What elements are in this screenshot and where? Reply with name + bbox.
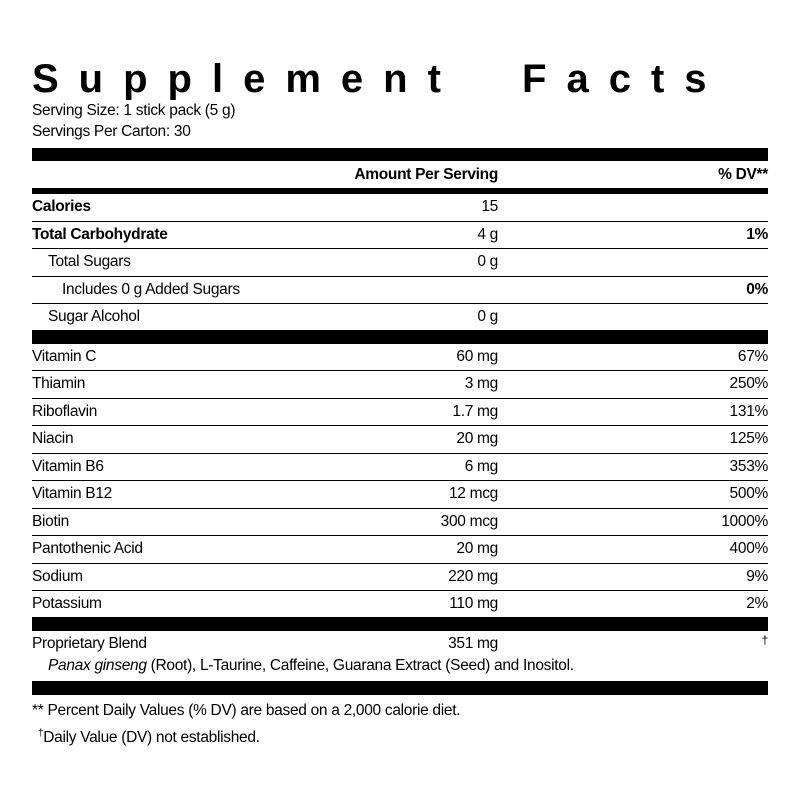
row-name: Niacin (32, 430, 74, 447)
divider-thick (32, 616, 768, 631)
ingredient-italic: Panax ginseng (48, 656, 147, 674)
row-name: Potassium (32, 595, 102, 612)
row-name: Riboflavin (32, 402, 98, 420)
dv-header: % DV** (718, 166, 768, 183)
row-dv: 250% (729, 375, 769, 392)
blend-dv: † (761, 632, 769, 647)
blend-name: Proprietary Blend (32, 634, 147, 652)
serving-size: Serving Size: 1 stick pack (5 g) (32, 102, 236, 119)
table-row: Niacin 20 mg 125% (32, 426, 768, 454)
nutrient-rows: Vitamin C 60 mg 67% Thiamin 3 mg 250% Riboflav… (32, 344, 768, 618)
table-row: Pantothenic Acid 20 mg 400% (32, 536, 768, 564)
row-name: Pantothenic Acid (32, 540, 143, 557)
row-amount: 6 mg (464, 457, 499, 475)
row-amount: 1.7 mg (452, 402, 498, 420)
divider-thick (32, 148, 768, 161)
amount-header: Amount Per Serving (354, 166, 498, 183)
divider-medium (32, 188, 768, 194)
dagger-symbol: † (38, 727, 44, 739)
footnote-dv: ** Percent Daily Values (% DV) are based… (32, 701, 461, 719)
divider-thick (32, 329, 768, 344)
row-dv: 2% (746, 595, 768, 612)
blend-row: Proprietary Blend 351 mg † (32, 631, 768, 655)
row-name: Sugar Alcohol (48, 308, 140, 325)
row-amount: 0 g (477, 308, 498, 325)
dagger-note: Daily Value (DV) not established. (43, 728, 260, 746)
row-dv: 1000% (721, 512, 768, 530)
row-amount: 12 mcg (448, 485, 498, 502)
row-amount: 220 mg (448, 567, 498, 585)
row-name: Biotin (32, 512, 69, 530)
row-dv: 1% (746, 225, 768, 243)
blend-ingredients: Panax ginseng (Root), L-Taurine, Caffein… (32, 655, 768, 677)
row-name: Vitamin B6 (32, 457, 104, 475)
supplement-facts-label: Supplement Facts Serving Size: 1 stick p… (32, 58, 768, 749)
table-row: Vitamin B6 6 mg 353% (32, 454, 769, 481)
row-dv: 125% (729, 430, 769, 447)
table-row: Sugar Alcohol 0 g (32, 304, 768, 331)
table-row: Sodium 220 mg 9% (32, 564, 768, 591)
row-name: Includes 0 g Added Sugars (62, 280, 240, 298)
servings-per-container: Servings Per Carton: 30 (32, 123, 191, 140)
footnote-dagger: †Daily Value (DV) not established. (32, 722, 768, 749)
row-name: Vitamin B12 (32, 485, 112, 502)
table-row: Riboflavin 1.7 mg 131% (32, 399, 769, 426)
row-amount: 300 mcg (440, 512, 499, 530)
row-dv: 500% (729, 485, 769, 502)
row-amount: 4 g (477, 225, 498, 243)
label-title: Supplement Facts (32, 58, 727, 100)
row-amount: 20 mg (456, 540, 498, 557)
row-name: Thiamin (32, 375, 86, 392)
table-row: Potassium 110 mg 2% (32, 591, 768, 618)
row-amount: 20 mg (456, 430, 498, 447)
table-row: Vitamin C 60 mg 67% (32, 344, 768, 371)
row-name: Total Sugars (48, 253, 131, 270)
row-dv: 131% (729, 402, 769, 420)
row-dv: 9% (746, 567, 768, 585)
row-dv: 400% (729, 540, 769, 557)
header-row: Amount Per Serving % DV** (32, 161, 768, 188)
blend-amount: 351 mg (448, 634, 498, 652)
table-row: Biotin 300 mcg 1000% (32, 509, 768, 536)
table-row: Includes 0 g Added Sugars 0% (32, 277, 768, 304)
row-amount: 110 mg (449, 595, 498, 612)
row-name: Sodium (32, 567, 83, 585)
table-row: Calories 15 (32, 194, 768, 222)
row-dv: 353% (729, 457, 769, 475)
ingredients-rest: (Root), L-Taurine, Caffeine, Guarana Ext… (146, 656, 574, 674)
row-name: Calories (32, 198, 91, 215)
table-row: Total Sugars 0 g (32, 249, 768, 277)
row-dv: 0% (746, 280, 768, 298)
row-dv: 67% (737, 347, 768, 365)
table-row: Thiamin 3 mg 250% (32, 371, 768, 399)
row-amount: 60 mg (456, 347, 498, 365)
macro-rows: Calories 15 Total Carbohydrate 4 g 1% Total S… (32, 194, 768, 331)
row-name: Total Carbohydrate (32, 225, 168, 243)
row-name: Vitamin C (32, 347, 97, 365)
table-row: Vitamin B12 12 mcg 500% (32, 481, 768, 509)
divider-thick (32, 680, 768, 695)
row-amount: 0 g (477, 253, 498, 270)
row-amount: 3 mg (464, 375, 499, 392)
row-amount: 15 (481, 198, 498, 215)
table-row: Total Carbohydrate 4 g 1% (32, 222, 768, 249)
